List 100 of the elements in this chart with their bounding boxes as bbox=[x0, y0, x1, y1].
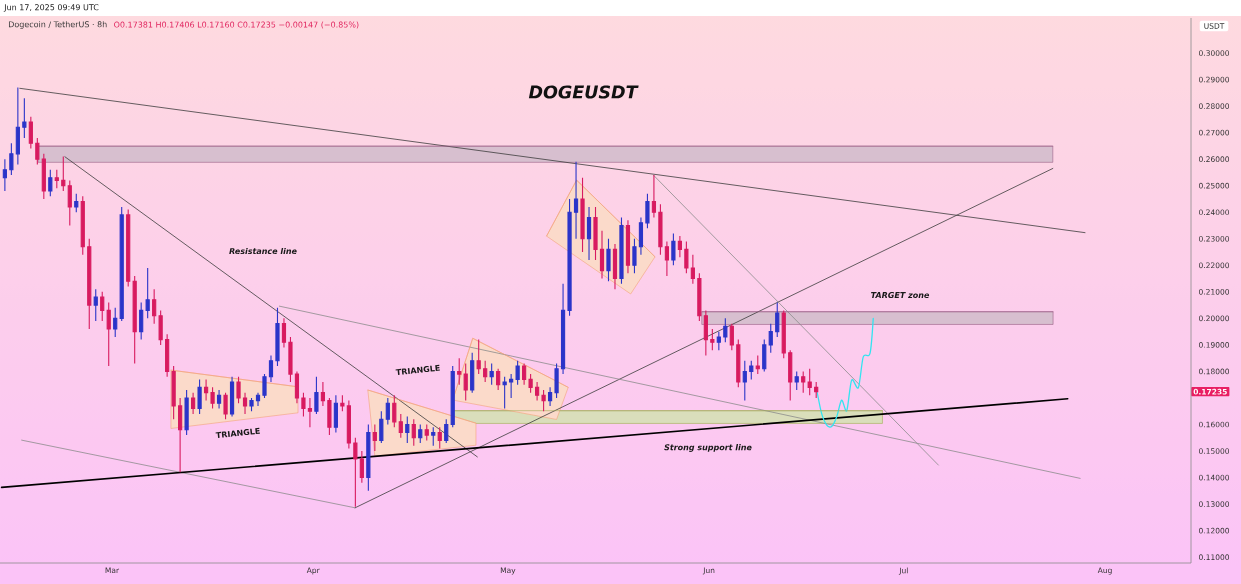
candlestick bbox=[152, 288, 157, 325]
candlestick bbox=[755, 354, 760, 375]
candlestick bbox=[106, 301, 111, 367]
candlestick bbox=[139, 301, 144, 341]
candlestick bbox=[677, 235, 682, 258]
candlestick bbox=[379, 410, 384, 444]
candlestick bbox=[28, 116, 33, 150]
candlestick bbox=[385, 397, 390, 426]
candlestick bbox=[418, 423, 423, 444]
candlestick bbox=[307, 397, 313, 428]
candlestick bbox=[586, 206, 592, 261]
candlestick bbox=[327, 397, 332, 436]
candlestick bbox=[716, 331, 721, 351]
candlestick bbox=[736, 339, 741, 388]
candlestick bbox=[203, 378, 209, 402]
candlestick bbox=[547, 386, 553, 407]
candlestick bbox=[463, 362, 468, 402]
candlestick bbox=[74, 193, 79, 213]
candlestick bbox=[606, 238, 611, 282]
candlestick bbox=[437, 426, 442, 449]
text: DOGEUSDT bbox=[528, 85, 639, 99]
candlestick bbox=[22, 97, 27, 139]
candlestick bbox=[489, 362, 494, 386]
annotation: TRIANGLE bbox=[215, 427, 260, 439]
candlestick bbox=[301, 392, 306, 418]
candlestick bbox=[9, 142, 14, 176]
candlestick bbox=[48, 169, 53, 197]
annotation: TARGET zone bbox=[871, 291, 930, 299]
candlestick bbox=[320, 381, 326, 407]
candlestick bbox=[54, 169, 59, 189]
candlestick bbox=[638, 216, 644, 256]
candlestick bbox=[729, 323, 734, 351]
candlestick bbox=[223, 392, 228, 420]
candlestick bbox=[132, 275, 137, 365]
candlestick bbox=[814, 381, 819, 399]
candlestick bbox=[573, 161, 579, 240]
candlestick bbox=[619, 216, 624, 285]
candlestick bbox=[405, 415, 410, 444]
candlestick bbox=[281, 317, 287, 349]
candlestick bbox=[775, 301, 780, 338]
candlestick bbox=[768, 323, 773, 354]
candlestick bbox=[314, 376, 319, 415]
candlestick bbox=[431, 426, 436, 447]
candlestick bbox=[268, 354, 274, 383]
candlestick bbox=[528, 373, 533, 394]
candlestick bbox=[333, 394, 338, 434]
candlestick bbox=[197, 378, 202, 415]
candlestick bbox=[502, 376, 507, 410]
candlestick bbox=[599, 230, 605, 280]
annotation: Strong support line bbox=[664, 444, 752, 452]
candlestick bbox=[35, 137, 40, 166]
candlestick bbox=[697, 272, 702, 322]
candlestick bbox=[476, 339, 481, 375]
candlestick bbox=[593, 206, 598, 261]
candlestick bbox=[703, 309, 708, 357]
annotation: O0.17381 H0.17406 L0.17160 C0.17235 −0.00147 (−0.85%) bbox=[114, 21, 359, 29]
candlestick bbox=[625, 219, 631, 274]
candlestick bbox=[664, 240, 670, 277]
candlestick bbox=[470, 352, 475, 394]
candlestick bbox=[216, 389, 222, 410]
candlestick bbox=[346, 400, 351, 449]
candlestick bbox=[236, 376, 241, 404]
candlestick bbox=[178, 397, 183, 473]
candlestick bbox=[398, 413, 403, 439]
candlestick bbox=[61, 155, 66, 192]
candlestick bbox=[372, 423, 377, 452]
text: Jun 17, 2025 09:49 UTC bbox=[3, 4, 99, 12]
candlestick bbox=[457, 357, 462, 386]
candlestick bbox=[801, 370, 806, 394]
candlestick bbox=[651, 174, 657, 219]
candlestick bbox=[229, 376, 235, 418]
candlestick bbox=[242, 392, 248, 415]
candlestick bbox=[749, 360, 754, 380]
candlestick bbox=[210, 386, 215, 410]
candlestick bbox=[165, 333, 170, 378]
candlestick bbox=[93, 288, 98, 322]
candlestick bbox=[710, 328, 715, 351]
candlestick bbox=[567, 198, 572, 317]
candlestick bbox=[15, 86, 20, 166]
candlestick bbox=[113, 307, 118, 338]
candlestick bbox=[671, 232, 676, 266]
chart-subtitle: Dogecoin / TetherUS · 8h bbox=[8, 21, 107, 29]
annotation: TRIANGLE bbox=[395, 364, 440, 376]
candlestick bbox=[742, 360, 747, 402]
candlestick bbox=[580, 177, 585, 253]
candlestick bbox=[658, 203, 663, 256]
candlestick bbox=[288, 336, 293, 383]
candlestick bbox=[794, 370, 799, 391]
candlestick bbox=[411, 418, 416, 447]
candlestick bbox=[560, 283, 566, 375]
candlestick bbox=[723, 317, 728, 343]
candlestick bbox=[262, 373, 267, 399]
candlestick bbox=[541, 389, 546, 412]
candlestick bbox=[171, 365, 176, 420]
candlestick bbox=[249, 397, 254, 412]
candlestick bbox=[366, 423, 371, 492]
candlestick bbox=[100, 291, 105, 322]
candlestick bbox=[807, 368, 812, 396]
annotation: Resistance line bbox=[229, 247, 297, 255]
candlestick bbox=[359, 450, 364, 484]
